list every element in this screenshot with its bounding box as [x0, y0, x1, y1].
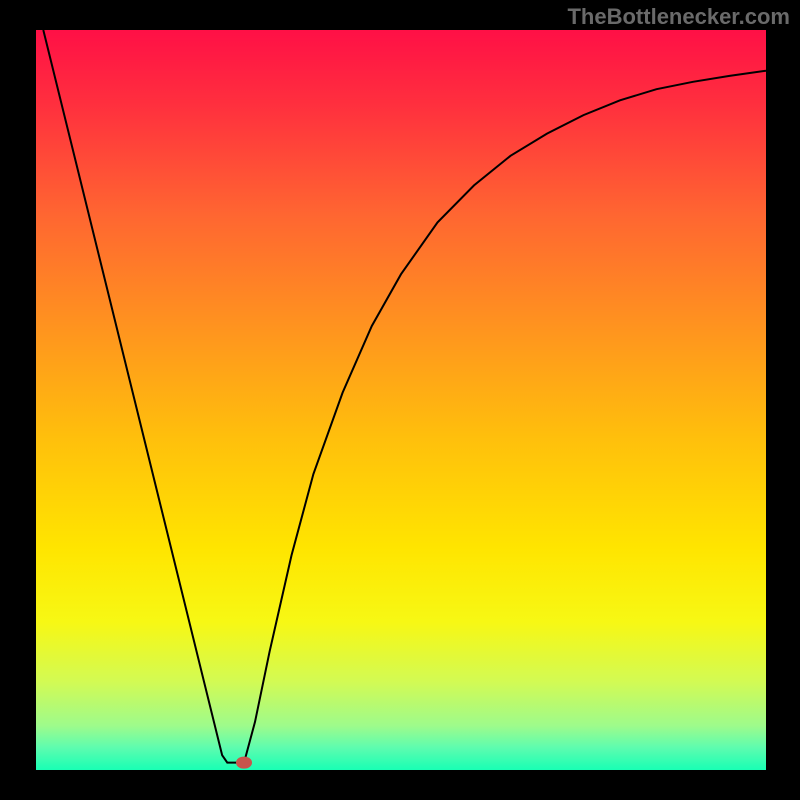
watermark-text: TheBottlenecker.com [567, 4, 790, 30]
chart-container: TheBottlenecker.com [0, 0, 800, 800]
optimal-point-marker [236, 756, 252, 769]
gradient-background [36, 30, 766, 770]
plot-area [36, 30, 766, 770]
